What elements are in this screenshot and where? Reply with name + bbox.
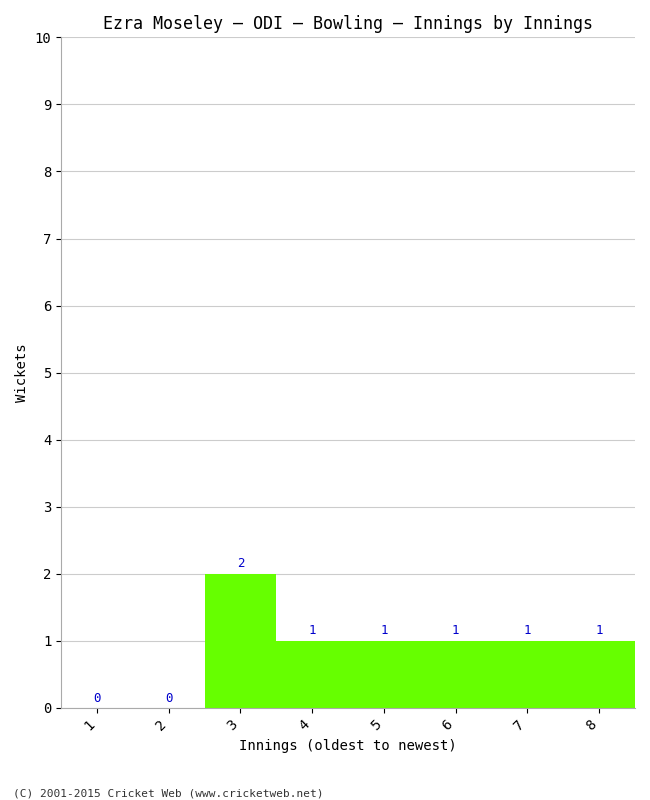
Text: 0: 0 — [93, 691, 101, 705]
Text: 1: 1 — [524, 625, 531, 638]
Bar — [276, 641, 348, 708]
Text: 1: 1 — [452, 625, 460, 638]
Bar — [564, 641, 635, 708]
Bar — [420, 641, 491, 708]
Text: 1: 1 — [595, 625, 603, 638]
Y-axis label: Wickets: Wickets — [15, 343, 29, 402]
Text: 2: 2 — [237, 558, 244, 570]
Bar — [205, 574, 276, 708]
Bar — [491, 641, 564, 708]
X-axis label: Innings (oldest to newest): Innings (oldest to newest) — [239, 739, 457, 753]
Text: 1: 1 — [308, 625, 316, 638]
Text: 1: 1 — [380, 625, 387, 638]
Text: (C) 2001-2015 Cricket Web (www.cricketweb.net): (C) 2001-2015 Cricket Web (www.cricketwe… — [13, 788, 324, 798]
Bar — [348, 641, 420, 708]
Title: Ezra Moseley – ODI – Bowling – Innings by Innings: Ezra Moseley – ODI – Bowling – Innings b… — [103, 15, 593, 33]
Text: 0: 0 — [165, 691, 172, 705]
